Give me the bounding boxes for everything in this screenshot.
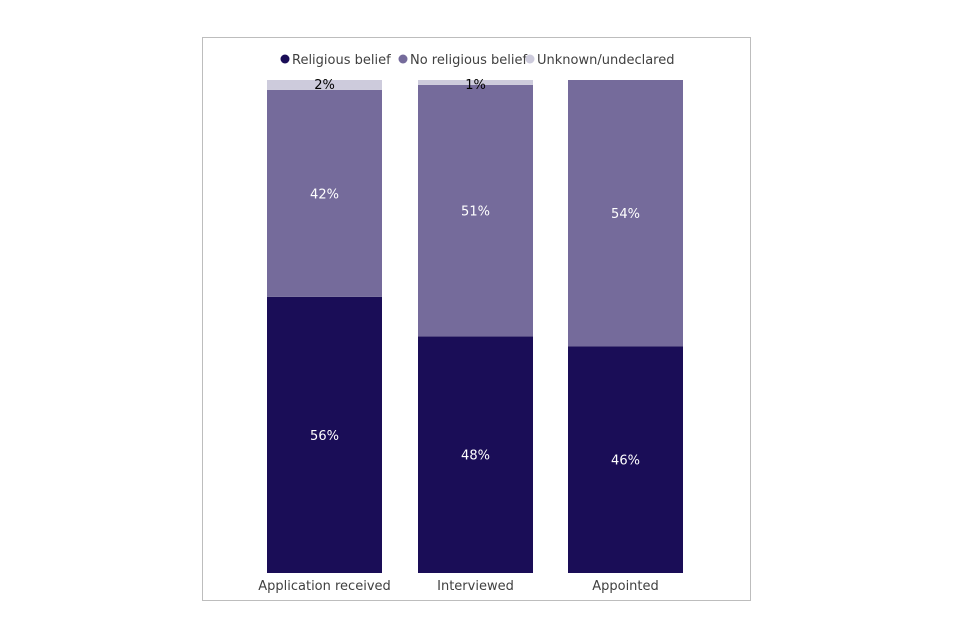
category-label-appointed: Appointed xyxy=(592,579,659,594)
category-labels: Application received Interviewed Appointed xyxy=(258,579,659,594)
stacked-bar-chart: Religious belief No religious belief Unkno… xyxy=(258,53,683,594)
value-labels: 56% 42% 2% 48% 51% 1% 46% 54% xyxy=(310,78,640,469)
legend: Religious belief No religious belief Unkno… xyxy=(280,53,675,68)
legend-marker-unknown-undeclared xyxy=(525,54,535,64)
category-label-interviewed: Interviewed xyxy=(437,579,514,594)
value-label-application-received-religious-belief: 56% xyxy=(310,429,339,444)
legend-item-unknown-undeclared: Unknown/undeclared xyxy=(525,53,675,68)
legend-marker-religious-belief xyxy=(280,54,290,64)
legend-marker-no-religious-belief xyxy=(398,54,408,64)
bar-appointed-religious-belief xyxy=(568,346,683,573)
legend-item-no-religious-belief: No religious belief xyxy=(398,53,528,68)
value-label-interviewed-no-religious-belief: 51% xyxy=(461,205,490,220)
bar-application-received-no-religious-belief xyxy=(267,89,382,297)
legend-label-religious-belief: Religious belief xyxy=(292,53,391,68)
value-label-appointed-no-religious-belief: 54% xyxy=(611,207,640,222)
bars xyxy=(267,80,683,573)
bar-interviewed-no-religious-belief xyxy=(418,84,533,337)
bar-appointed-no-religious-belief xyxy=(568,80,683,347)
value-label-application-received-no-religious-belief: 42% xyxy=(310,187,339,202)
value-label-appointed-religious-belief: 46% xyxy=(611,454,640,469)
value-label-interviewed-religious-belief: 48% xyxy=(461,449,490,464)
legend-item-religious-belief: Religious belief xyxy=(280,53,391,68)
legend-label-no-religious-belief: No religious belief xyxy=(410,53,528,68)
bar-interviewed-religious-belief xyxy=(418,336,533,573)
value-label-interviewed-unknown-undeclared: 1% xyxy=(465,78,486,93)
chart-frame: Religious belief No religious belief Unkno… xyxy=(202,37,751,601)
value-label-application-received-unknown-undeclared: 2% xyxy=(314,78,335,93)
bar-application-received-unknown-undeclared xyxy=(267,80,382,90)
category-label-application-received: Application received xyxy=(258,579,391,594)
bar-application-received-religious-belief xyxy=(267,296,382,573)
bar-interviewed-unknown-undeclared xyxy=(418,80,533,85)
legend-label-unknown-undeclared: Unknown/undeclared xyxy=(537,53,675,68)
